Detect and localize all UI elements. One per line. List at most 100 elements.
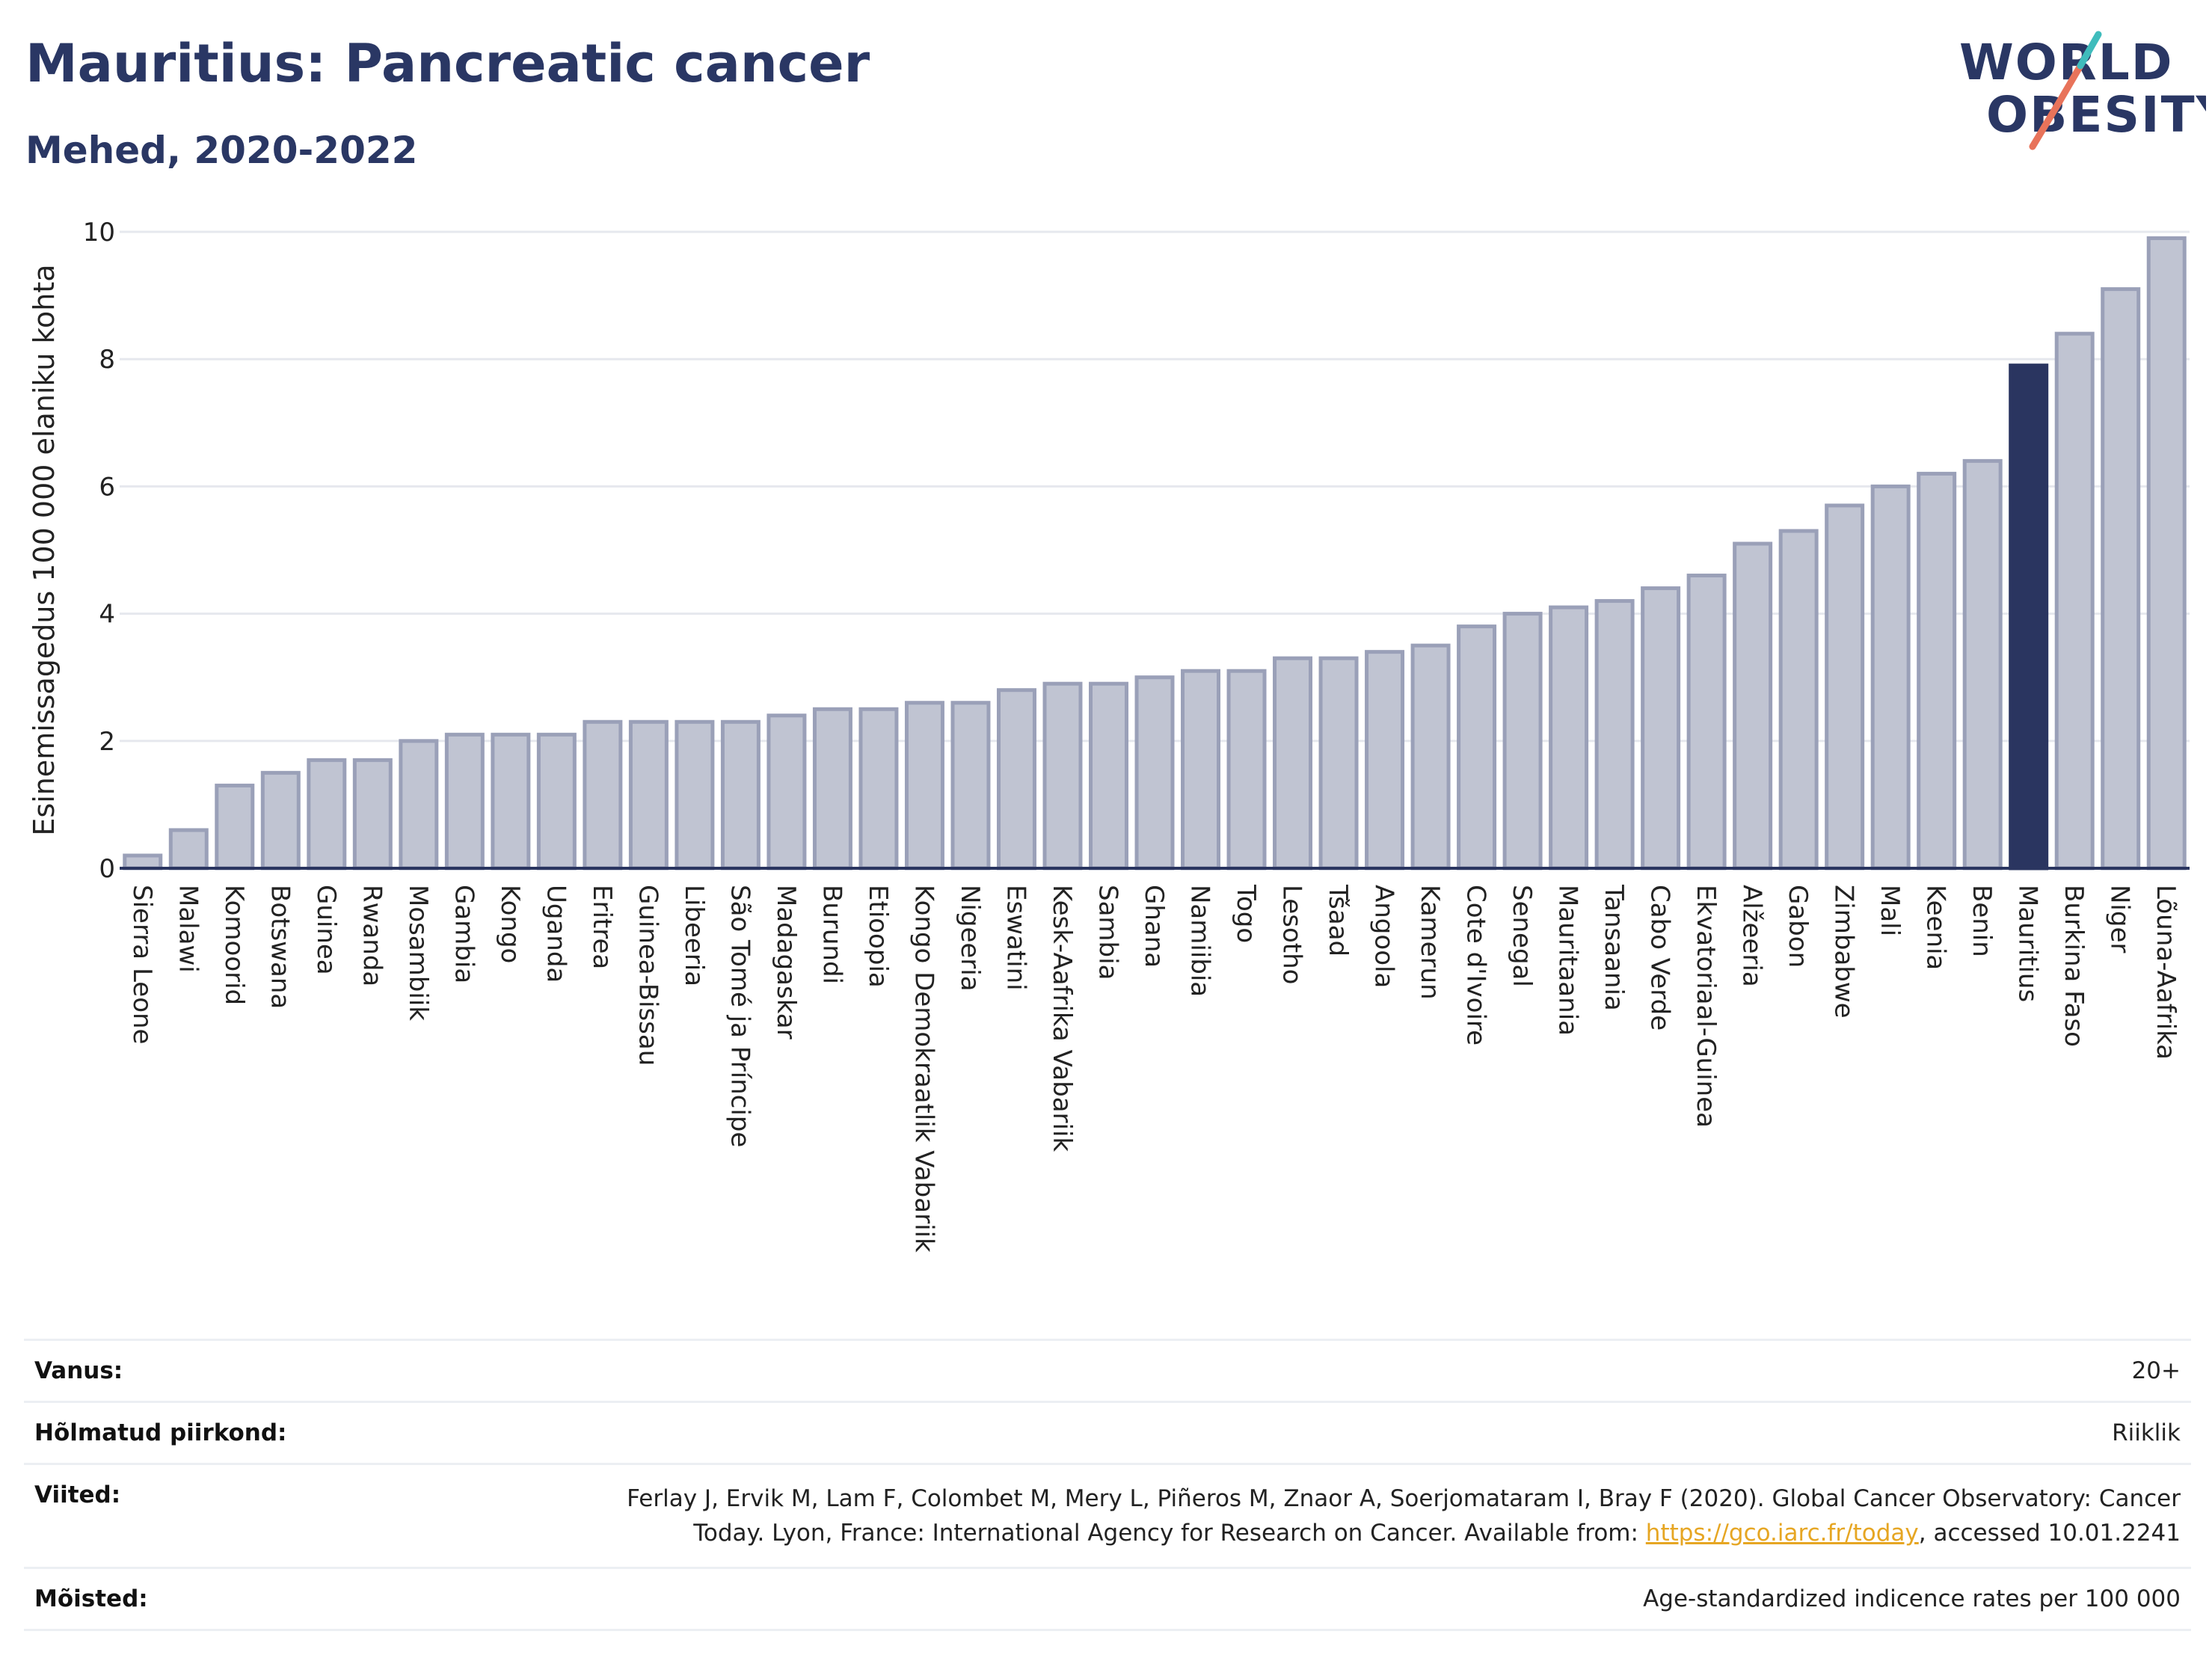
x-tick-label: Namiibia <box>1185 885 1215 997</box>
x-tick-label: Burkina Faso <box>2059 885 2089 1047</box>
bar <box>904 701 944 871</box>
x-tick-label: Cote d'Ivoire <box>1461 885 1491 1045</box>
x-tick-label: Lesotho <box>1277 885 1307 984</box>
x-tick-label: Mosambiik <box>403 885 433 1021</box>
x-tick-label: Kamerun <box>1415 885 1445 1000</box>
x-tick-label: Madagaskar <box>771 885 801 1040</box>
bar <box>1594 599 1635 871</box>
x-tick-label: Guinea-Bissau <box>633 885 663 1066</box>
bar <box>2054 331 2095 871</box>
y-axis-label: Esinemissagedus 100 000 elaniku kohta <box>28 264 61 835</box>
references-label: Viited: <box>34 1481 121 1508</box>
y-tick-label: 6 <box>99 472 115 502</box>
bar <box>1870 484 1911 871</box>
bar <box>1686 574 1727 871</box>
x-tick-label: Senegal <box>1507 885 1537 987</box>
bar <box>1457 624 1497 871</box>
chart-subtitle: Mehed, 2020-2022 <box>25 129 418 172</box>
region-value: Riiklik <box>2112 1419 2181 1446</box>
bar-chart: 0 2 4 6 8 10 Esinemissagedus 100 000 elaniku k… <box>28 218 2190 1253</box>
x-tick-label: Alžeeria <box>1737 885 1767 987</box>
y-tick-label: 2 <box>99 727 115 757</box>
x-tick-label: Gambia <box>449 885 479 983</box>
references-link[interactable]: https://gco.iarc.fr/today <box>1645 1520 1919 1547</box>
bar <box>858 707 899 871</box>
x-tick-label: Kongo Demokraatlik Vabariik <box>909 885 938 1253</box>
x-tick-label: Benin <box>1967 885 1997 957</box>
x-tick-label: Libeeria <box>679 885 709 986</box>
metadata-table: Vanus: 20+ Hõlmatud piirkond: Riiklik Vi… <box>24 1339 2191 1631</box>
x-tick-label: Ekvatoriaal-Guinea <box>1691 885 1721 1128</box>
bar <box>1825 503 1865 871</box>
x-tick-label: Burundi <box>817 885 847 984</box>
logo-line2: OBESITY <box>1986 86 2206 144</box>
bar <box>123 853 163 871</box>
x-tick-label: São Tomé ja Príncipe <box>725 885 755 1147</box>
x-tick-label: Sierra Leone <box>127 885 157 1044</box>
bar <box>491 732 531 871</box>
logo-line1: WORLD <box>1959 34 2174 91</box>
bar <box>720 719 761 871</box>
meta-row-definitions: Mõisted: Age-standardized indicence rate… <box>24 1569 2191 1631</box>
meta-row-age: Vanus: 20+ <box>24 1341 2191 1403</box>
x-tick-label: Botswana <box>265 885 295 1009</box>
bar <box>1042 681 1083 871</box>
bar <box>950 701 991 871</box>
x-tick-label: Kongo <box>495 885 525 963</box>
x-tick-label: Tansaania <box>1599 884 1629 1011</box>
x-tick-label: Rwanda <box>357 885 387 986</box>
x-tick-label: Etioopia <box>863 885 893 988</box>
bar <box>1641 586 1681 871</box>
bar <box>536 732 577 871</box>
bar <box>1502 612 1543 871</box>
bar <box>260 770 301 871</box>
x-tick-label: Niger <box>2105 885 2135 953</box>
bar <box>2101 287 2141 871</box>
references-line2-post: , accessed 10.01.2241 <box>1918 1520 2181 1547</box>
bar <box>1134 675 1175 871</box>
bar <box>1181 669 1221 871</box>
bar <box>168 828 209 871</box>
x-tick-label: Togo <box>1231 884 1261 943</box>
x-tick-label: Tšaad <box>1323 884 1353 957</box>
x-tick-label: Nigeeria <box>955 885 985 992</box>
bar <box>1917 471 1957 871</box>
bar <box>444 732 485 871</box>
bar <box>1226 669 1267 871</box>
y-tick-label: 4 <box>99 600 115 630</box>
y-tick-label: 10 <box>83 218 115 248</box>
bar <box>2146 236 2187 871</box>
x-tick-label: Mauritaania <box>1553 885 1583 1036</box>
meta-row-region: Hõlmatud piirkond: Riiklik <box>24 1403 2191 1465</box>
chart-title: Mauritius: Pancreatic cancer <box>25 33 870 94</box>
bar <box>1088 681 1128 871</box>
bar <box>812 707 852 871</box>
bar <box>766 713 807 871</box>
bar <box>1273 656 1313 871</box>
x-tick-label: Kesk-Aafrika Vabariik <box>1047 885 1077 1152</box>
y-tick-label: 0 <box>99 854 115 884</box>
bar <box>1318 656 1359 871</box>
x-tick-label: Komoorid <box>219 885 249 1005</box>
bar <box>1365 650 1405 871</box>
bar <box>1549 605 1589 871</box>
bar <box>675 719 715 871</box>
bar <box>996 688 1036 871</box>
meta-row-references: Viited: Ferlay J, Ervik M, Lam F, Colomb… <box>24 1465 2191 1569</box>
bar <box>2009 363 2049 871</box>
bar <box>215 783 255 871</box>
region-label: Hõlmatud piirkond: <box>34 1419 287 1446</box>
references-line1: Ferlay J, Ervik M, Lam F, Colombet M, Me… <box>627 1485 2181 1512</box>
bar <box>1733 541 1773 871</box>
x-tick-label: Mali <box>1875 885 1905 936</box>
x-tick-label: Mauritius <box>2013 885 2043 1002</box>
y-tick-label: 8 <box>99 345 115 375</box>
x-tick-label: Eswatini <box>1001 885 1030 991</box>
x-tick-label: Angoola <box>1369 885 1399 988</box>
bar <box>1410 643 1451 871</box>
x-tick-label: Guinea <box>311 885 341 975</box>
age-label: Vanus: <box>34 1357 123 1384</box>
x-tick-label: Eritrea <box>587 885 617 969</box>
bar <box>628 719 669 871</box>
bar <box>1778 529 1819 871</box>
